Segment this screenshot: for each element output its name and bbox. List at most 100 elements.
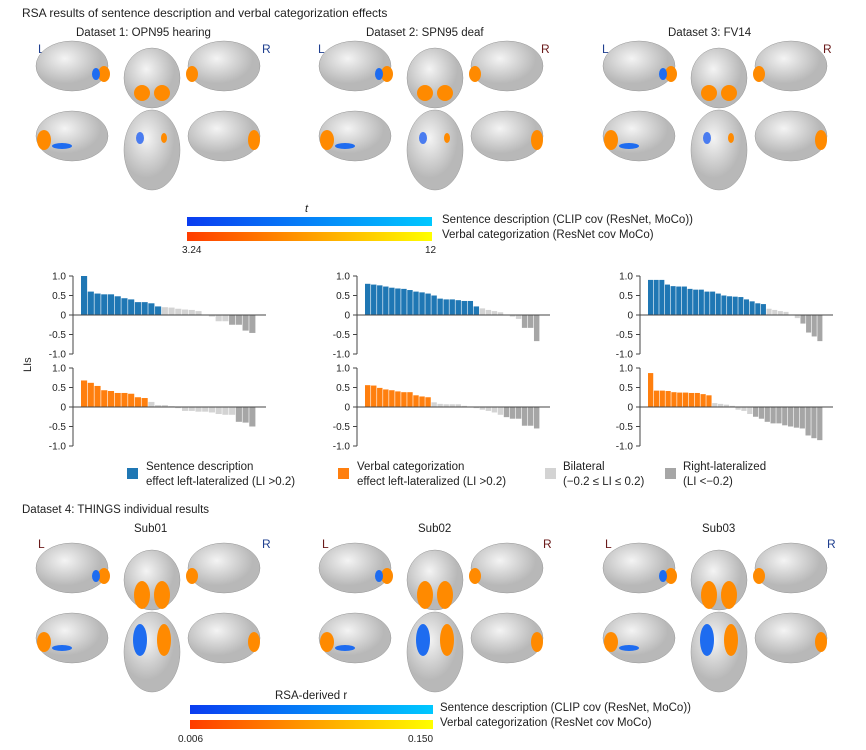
y-tick-label: -1.0 — [333, 350, 351, 361]
bar — [141, 398, 148, 407]
activation-blob — [665, 66, 677, 82]
activation-blob — [157, 624, 171, 656]
brain-views — [318, 542, 544, 693]
y-tick-label: -1.0 — [333, 442, 351, 453]
activation-blob — [604, 130, 618, 150]
brain-views — [602, 40, 828, 191]
activation-blob — [92, 570, 100, 582]
bar — [168, 307, 175, 315]
legend-line: Sentence description — [146, 461, 254, 473]
bar — [401, 288, 407, 315]
activation-blob — [469, 66, 481, 82]
bar — [800, 315, 806, 324]
bar — [677, 392, 683, 407]
bar — [87, 291, 94, 315]
bar — [449, 299, 455, 315]
bar — [377, 387, 383, 407]
bar — [121, 298, 128, 315]
activation-blob — [417, 581, 433, 609]
bar — [712, 403, 718, 407]
bar — [729, 405, 735, 407]
activation-blob — [154, 85, 170, 101]
brain-right-lateral — [754, 40, 828, 92]
bar — [509, 315, 516, 317]
legend-line: effect left-lateralized (LI >0.2) — [146, 476, 296, 488]
bar — [437, 298, 443, 315]
right-hemisphere-label: R — [543, 537, 552, 551]
bar — [389, 390, 395, 407]
activation-blob — [133, 624, 147, 656]
bar — [706, 395, 712, 407]
bar — [758, 407, 765, 419]
bar — [653, 390, 660, 407]
y-tick-label: 0 — [60, 311, 66, 322]
bar — [799, 407, 805, 429]
bar — [208, 315, 216, 317]
y-tick-label: 0 — [344, 311, 350, 322]
bar — [161, 405, 168, 407]
bar — [738, 297, 744, 315]
sub02-label: Sub02 — [418, 523, 452, 535]
dataset-4-title: Dataset 4: THINGS individual results — [22, 504, 210, 516]
brain-left-lateral — [318, 40, 392, 92]
bar — [659, 390, 665, 407]
bar — [121, 392, 128, 407]
y-axis-label: LIs — [22, 357, 34, 372]
y-tick-label: 1.0 — [619, 272, 633, 283]
activation-blob — [437, 85, 453, 101]
bar — [479, 407, 486, 410]
bar — [81, 276, 88, 315]
left-hemisphere-label: L — [602, 42, 609, 56]
bar — [688, 392, 695, 407]
dataset-1-label: Dataset 1: OPN95 hearing — [76, 27, 211, 39]
brain-views — [318, 40, 544, 191]
bar — [805, 407, 811, 436]
left-hemisphere-label: L — [322, 537, 329, 551]
activation-blob — [531, 130, 543, 150]
bar — [806, 315, 812, 333]
activation-blob — [701, 85, 717, 101]
activation-blob — [381, 568, 393, 584]
brain-dorsal — [406, 549, 464, 611]
bar — [687, 288, 693, 315]
activation-blob — [248, 130, 260, 150]
bar — [664, 284, 670, 315]
activation-blob — [52, 143, 72, 149]
activation-blob — [440, 624, 454, 656]
brain-left-medial — [318, 612, 392, 664]
colorbar-variable: RSA-derived r — [275, 690, 348, 702]
bar — [141, 302, 148, 315]
activation-blob — [815, 632, 827, 652]
activation-blob — [186, 66, 198, 82]
y-tick-label: -0.5 — [616, 422, 634, 433]
activation-blob — [815, 130, 827, 150]
y-tick-label: 1.0 — [336, 364, 350, 375]
bar — [683, 392, 689, 407]
activation-blob — [52, 645, 72, 651]
legend-item-right: Right-lateralized (LI <−0.2) — [683, 460, 766, 490]
bar — [437, 403, 443, 407]
right-hemisphere-label: R — [541, 42, 550, 56]
y-tick-label: 0.5 — [52, 383, 66, 394]
bar — [794, 315, 800, 319]
bar — [249, 407, 256, 427]
bar — [693, 289, 699, 315]
bar — [413, 395, 419, 407]
activation-blob — [659, 68, 667, 80]
y-tick-label: 0 — [60, 403, 66, 414]
brain-right-medial — [470, 612, 544, 664]
activation-blob — [416, 624, 430, 656]
activation-blob — [721, 85, 737, 101]
bar — [222, 315, 229, 322]
bar — [721, 295, 727, 315]
legend-line: (−0.2 ≤ LI ≤ 0.2) — [563, 476, 645, 488]
activation-blob — [444, 133, 450, 143]
bar — [371, 385, 377, 407]
dataset-3-label: Dataset 3: FV14 — [668, 27, 752, 39]
bar — [527, 407, 534, 426]
bar — [497, 312, 504, 315]
bar — [455, 404, 461, 407]
brain-right-lateral — [754, 542, 828, 594]
activation-blob — [419, 132, 427, 144]
